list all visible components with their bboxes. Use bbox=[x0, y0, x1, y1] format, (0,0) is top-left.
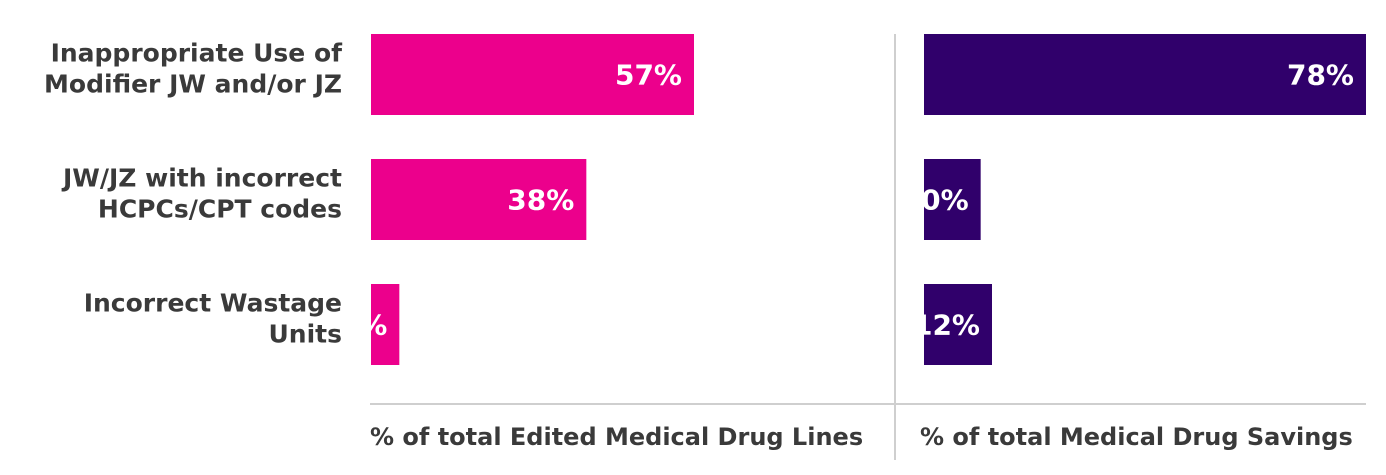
chart-panels: 57% 38% 5% 78% 10% 12% bbox=[340, 34, 1366, 365]
bar-value-label: 57% bbox=[615, 59, 682, 92]
bar-value-label: 10% bbox=[902, 184, 969, 217]
category-label-line: Modifier JW and/or JZ bbox=[44, 70, 342, 99]
category-label-1: Inappropriate Use of Modifier JW and/or J… bbox=[44, 39, 343, 99]
bar-value-label: 12% bbox=[913, 309, 980, 342]
bar-panel1-2 bbox=[371, 159, 587, 240]
bar-value-label: 38% bbox=[507, 184, 574, 217]
bar-panel1-1 bbox=[371, 34, 694, 115]
category-label-line: HCPCs/CPT codes bbox=[98, 195, 342, 224]
category-labels: Inappropriate Use of Modifier JW and/or J… bbox=[44, 39, 343, 349]
category-label-line: JW/JZ with incorrect bbox=[61, 164, 342, 193]
category-label-line: Incorrect Wastage bbox=[84, 289, 342, 318]
category-label-line: Inappropriate Use of bbox=[51, 39, 344, 68]
bar-panel1-3 bbox=[371, 284, 400, 365]
bar-panel2-2 bbox=[924, 159, 981, 240]
category-label-2: JW/JZ with incorrect HCPCs/CPT codes bbox=[61, 164, 342, 224]
panel-2: 78% 10% 12% bbox=[902, 34, 1366, 365]
category-label-3: Incorrect Wastage Units bbox=[84, 289, 342, 349]
bar-value-label: 5% bbox=[340, 309, 388, 342]
category-label-line: Units bbox=[269, 320, 343, 349]
x-axis-title-savings: % of total Medical Drug Savings bbox=[920, 423, 1353, 451]
bar-panel2-1 bbox=[924, 34, 1366, 115]
bar-panel2-3 bbox=[924, 284, 992, 365]
panel-1: 57% 38% 5% bbox=[340, 34, 694, 365]
bar-value-label: 78% bbox=[1287, 59, 1354, 92]
x-axis-title-edited-lines: % of total Edited Medical Drug Lines bbox=[370, 423, 863, 451]
